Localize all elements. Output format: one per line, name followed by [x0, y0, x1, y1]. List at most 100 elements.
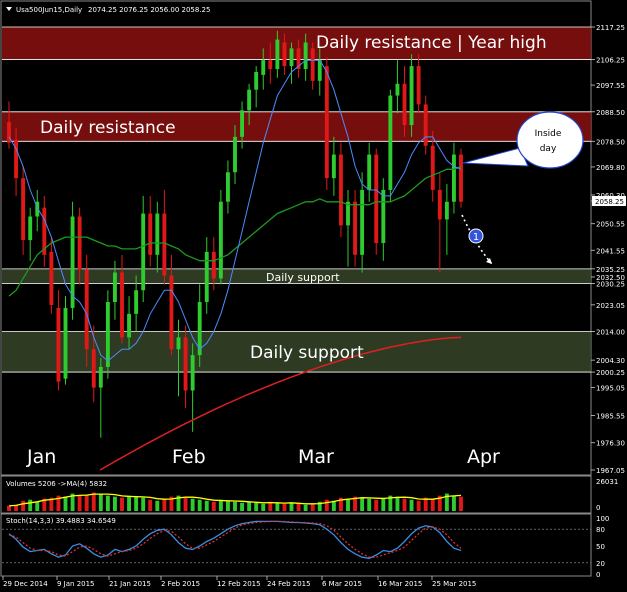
- candle-body: [77, 216, 82, 270]
- chart-title: Usa500Jun15,Daily: [16, 6, 82, 14]
- price-tick-label: 2060.30: [596, 192, 625, 200]
- volume-bar: [148, 499, 153, 511]
- callout-text-line1: Inside: [535, 129, 562, 139]
- volume-bar: [247, 501, 252, 511]
- ma-fast-line: [8, 59, 462, 362]
- zone-label-daily-resistance: Daily resistance: [40, 118, 176, 138]
- price-tick-label: 2097.55: [596, 82, 625, 90]
- volume-bar: [430, 498, 435, 511]
- date-tick-label: 24 Feb 2015: [267, 580, 311, 588]
- price-axis: 2117.25 2106.25 2097.55 2088.50 2078.50 2069.…: [591, 24, 626, 475]
- volume-bars: [7, 492, 463, 511]
- candle-body: [134, 290, 139, 314]
- volume-bar: [388, 495, 393, 511]
- candle-body: [353, 201, 358, 255]
- volume-bar: [437, 495, 442, 511]
- candle-body: [120, 272, 124, 338]
- volume-bar: [317, 501, 322, 511]
- stoch-label: Stoch(14,3,3) 39.4883 34.6549: [6, 517, 116, 525]
- date-tick-label: 2 Feb 2015: [161, 580, 200, 588]
- volume-axis-max: 26031: [596, 478, 618, 486]
- candle-body: [254, 71, 259, 90]
- volume-bar: [211, 501, 216, 511]
- projection-arrow-icon: [486, 258, 492, 264]
- volume-bar: [416, 500, 421, 511]
- candle-body: [381, 189, 386, 244]
- candle-body: [84, 269, 89, 350]
- volume-axis-zero: 0: [596, 504, 600, 512]
- volume-label: Volumes 5206 ->MA(4) 5832: [6, 480, 107, 488]
- volume-bar: [197, 499, 202, 511]
- volume-bar: [28, 499, 33, 511]
- candle-body: [303, 42, 308, 70]
- candle-body: [218, 201, 223, 279]
- month-label-mar: Mar: [298, 446, 334, 468]
- inside-day-callout[interactable]: Inside day: [462, 111, 584, 169]
- volume-bar: [63, 496, 68, 511]
- candle-body: [423, 104, 428, 146]
- candle-body: [28, 216, 33, 241]
- date-tick-label: 21 Jan 2015: [109, 580, 151, 588]
- volume-bar: [70, 493, 75, 511]
- price-tick-label: 2014.00: [596, 329, 625, 337]
- zone-0: [2, 27, 591, 60]
- zone-label-daily-support-upper: Daily support: [266, 271, 340, 284]
- candle-body: [63, 307, 68, 379]
- volume-bar: [7, 505, 11, 511]
- candle-body: [70, 216, 75, 308]
- stoch-main-line: [8, 520, 462, 559]
- price-tick-label: 2004.30: [596, 357, 625, 365]
- candle-body: [282, 42, 287, 67]
- volume-bar: [360, 497, 365, 511]
- candle-body: [190, 355, 195, 391]
- current-price-label: 2058.25: [595, 198, 624, 206]
- date-tick-label: 29 Dec 2014: [3, 580, 48, 588]
- volume-bar: [268, 501, 273, 511]
- price-tick-label: 2030.25: [596, 281, 625, 289]
- candle-body: [240, 110, 245, 137]
- candle-body: [409, 66, 414, 126]
- volume-bar: [21, 500, 26, 511]
- candle-body: [155, 213, 160, 255]
- zone-3: [2, 331, 591, 373]
- volume-bar: [402, 498, 407, 511]
- candle-body: [183, 337, 188, 391]
- candle-body: [247, 89, 252, 111]
- volume-bar: [190, 498, 195, 511]
- candle-body: [395, 83, 400, 96]
- volume-bar: [141, 497, 146, 511]
- price-tick-label: 1985.55: [596, 412, 625, 420]
- main-panel-frame: [0, 0, 592, 476]
- ma-slow-line: [99, 336, 462, 471]
- candle-body: [275, 39, 280, 70]
- current-price-box: [592, 196, 626, 207]
- volume-bar: [120, 497, 124, 511]
- volume-bar: [395, 496, 400, 511]
- volume-bar: [254, 502, 259, 511]
- date-tick-label: 12 Feb 2015: [217, 580, 261, 588]
- callout-bubble: [516, 111, 584, 169]
- zone-label-year-high: Daily resistance | Year high: [316, 33, 547, 53]
- volume-ma-line: [8, 493, 462, 507]
- candle-body: [289, 48, 294, 67]
- volume-bar: [409, 499, 414, 511]
- candle-body: [14, 139, 19, 179]
- symbol-dropdown-icon[interactable]: [6, 7, 12, 11]
- candle-body: [374, 154, 379, 244]
- candle-body: [21, 178, 26, 241]
- volume-bar: [367, 498, 372, 511]
- stoch-axis-label: 80: [596, 526, 605, 534]
- volume-bar: [134, 496, 139, 511]
- candle-body: [331, 154, 336, 179]
- volume-bar: [331, 500, 336, 511]
- price-tick-label: 2117.25: [596, 24, 625, 32]
- volume-bar: [162, 498, 167, 511]
- candle-body: [197, 302, 202, 356]
- candle-body: [261, 60, 266, 75]
- candle-body: [127, 313, 132, 338]
- candle-body: [148, 213, 153, 255]
- volume-bar: [353, 496, 358, 511]
- candle-body: [430, 145, 435, 190]
